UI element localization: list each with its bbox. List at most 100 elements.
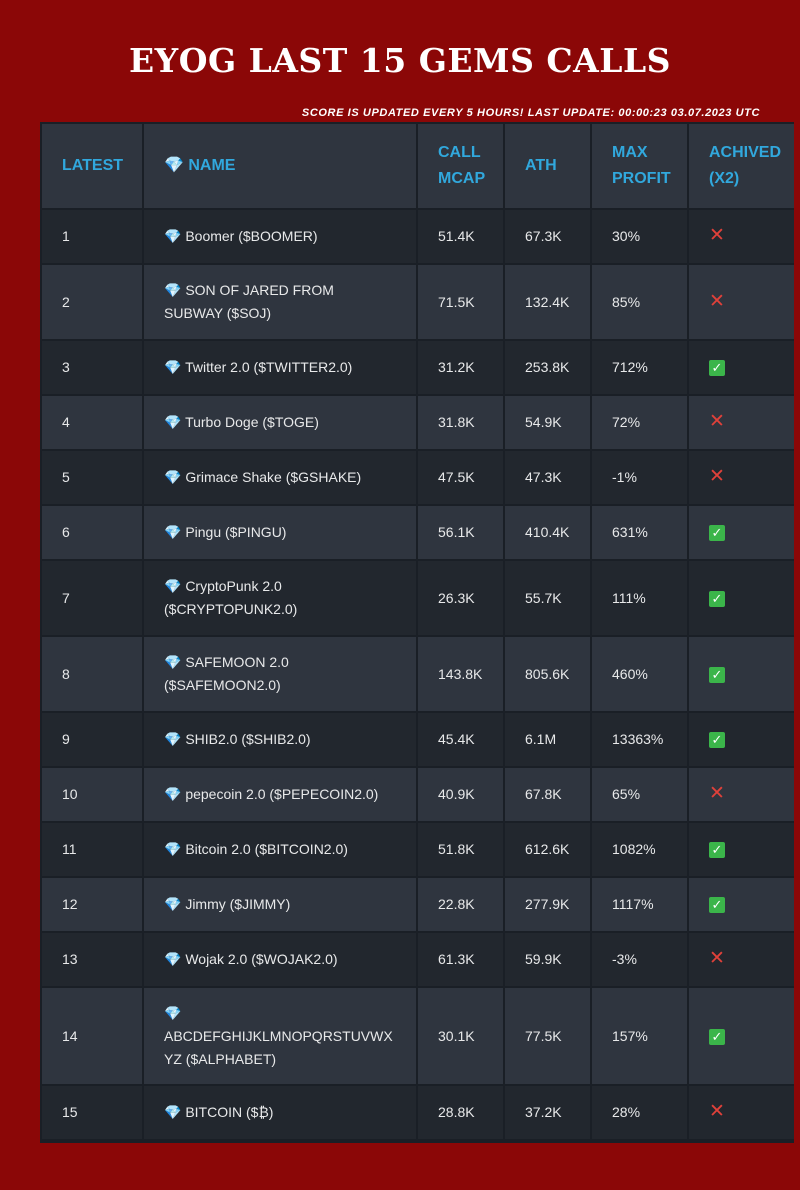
header-latest: LATEST	[42, 124, 142, 208]
cell-ath: 132.4K	[505, 265, 590, 339]
cell-max-profit: 631%	[592, 506, 687, 559]
cell-max-profit: 13363%	[592, 713, 687, 766]
cell-call-mcap: 31.2K	[418, 341, 503, 394]
cell-latest: 7	[42, 561, 142, 635]
table-row: 9 💎 SHIB2.0 ($SHIB2.0) 45.4K 6.1M 13363% ✓	[42, 713, 794, 766]
cell-max-profit: 157%	[592, 988, 687, 1084]
cell-achived: ✓	[689, 988, 794, 1084]
cell-name: 💎 Bitcoin 2.0 ($BITCOIN2.0)	[144, 823, 416, 876]
cell-call-mcap: 143.8K	[418, 637, 503, 711]
cell-ath: 253.8K	[505, 341, 590, 394]
cell-call-mcap: 28.8K	[418, 1086, 503, 1139]
header-name: 💎 NAME	[144, 124, 416, 208]
table-row: 8 💎 SAFEMOON 2.0 ($SAFEMOON2.0) 143.8K 805.…	[42, 637, 794, 711]
cell-call-mcap: 47.5K	[418, 451, 503, 504]
cell-call-mcap: 26.3K	[418, 561, 503, 635]
check-mark-icon: ✓	[709, 525, 725, 541]
cell-ath: 59.9K	[505, 933, 590, 986]
cell-achived: ✓	[689, 823, 794, 876]
table-row: 3 💎 Twitter 2.0 ($TWITTER2.0) 31.2K 253.8K 7…	[42, 341, 794, 394]
cell-name: 💎 pepecoin 2.0 ($PEPECOIN2.0)	[144, 768, 416, 821]
page-title: EYOG LAST 15 GEMS CALLS	[128, 41, 671, 80]
table-row: 2 💎 SON OF JARED FROM SUBWAY ($SOJ) 71.5K 1…	[42, 265, 794, 339]
cell-ath: 54.9K	[505, 396, 590, 449]
cell-max-profit: 30%	[592, 210, 687, 263]
cell-max-profit: 65%	[592, 768, 687, 821]
cell-achived: ✕	[689, 210, 794, 263]
check-mark-icon: ✓	[709, 1028, 725, 1045]
cell-call-mcap: 40.9K	[418, 768, 503, 821]
cell-latest: 6	[42, 506, 142, 559]
check-mark-icon: ✓	[709, 590, 725, 607]
table-row: 11 💎 Bitcoin 2.0 ($BITCOIN2.0) 51.8K 612.6K…	[42, 823, 794, 876]
cell-ath: 67.3K	[505, 210, 590, 263]
gems-table: LATEST 💎 NAME CALL MCAP ATH MAX PROFIT A…	[40, 122, 796, 1141]
table-body: 1 💎 Boomer ($BOOMER) 51.4K 67.3K 30% ✕ 2 💎 SON …	[42, 210, 794, 1139]
cell-ath: 410.4K	[505, 506, 590, 559]
cell-latest: 1	[42, 210, 142, 263]
cell-achived: ✓	[689, 561, 794, 635]
cell-name: 💎 CryptoPunk 2.0 ($CRYPTOPUNK2.0)	[144, 561, 416, 635]
cross-mark-icon: ✕	[709, 225, 725, 246]
table-row: 14 💎 ABCDEFGHIJKLMNOPQRSTUVWXYZ ($ALPHABE…	[42, 988, 794, 1084]
table-row: 5 💎 Grimace Shake ($GSHAKE) 47.5K 47.3K -1% ✕	[42, 451, 794, 504]
cell-latest: 8	[42, 637, 142, 711]
cross-mark-icon: ✕	[709, 466, 725, 487]
cell-max-profit: 1117%	[592, 878, 687, 931]
cell-name: 💎 Turbo Doge ($TOGE)	[144, 396, 416, 449]
cell-max-profit: 72%	[592, 396, 687, 449]
table-row: 4 💎 Turbo Doge ($TOGE) 31.8K 54.9K 72% ✕	[42, 396, 794, 449]
cell-achived: ✕	[689, 768, 794, 821]
cell-ath: 77.5K	[505, 988, 590, 1084]
cell-achived: ✕	[689, 265, 794, 339]
cell-achived: ✓	[689, 506, 794, 559]
update-notice: SCORE IS UPDATED EVERY 5 HOURS! LAST UPD…	[301, 107, 760, 119]
cell-latest: 3	[42, 341, 142, 394]
table-row: 12 💎 Jimmy ($JIMMY) 22.8K 277.9K 1117% ✓	[42, 878, 794, 931]
cell-call-mcap: 71.5K	[418, 265, 503, 339]
check-mark-icon: ✓	[709, 842, 725, 858]
cross-mark-icon: ✕	[709, 290, 725, 312]
table-row: 10 💎 pepecoin 2.0 ($PEPECOIN2.0) 40.9K 67.8…	[42, 768, 794, 821]
header-max-profit: MAX PROFIT	[592, 124, 687, 208]
cell-call-mcap: 45.4K	[418, 713, 503, 766]
cell-latest: 12	[42, 878, 142, 931]
cell-max-profit: 712%	[592, 341, 687, 394]
cross-mark-icon: ✕	[709, 411, 725, 432]
cell-call-mcap: 22.8K	[418, 878, 503, 931]
cell-call-mcap: 51.4K	[418, 210, 503, 263]
cell-call-mcap: 51.8K	[418, 823, 503, 876]
table-row: 1 💎 Boomer ($BOOMER) 51.4K 67.3K 30% ✕	[42, 210, 794, 263]
cell-achived: ✕	[689, 396, 794, 449]
cell-max-profit: 28%	[592, 1086, 687, 1139]
cell-ath: 37.2K	[505, 1086, 590, 1139]
cell-name: 💎 SHIB2.0 ($SHIB2.0)	[144, 713, 416, 766]
table-row: 6 💎 Pingu ($PINGU) 56.1K 410.4K 631% ✓	[42, 506, 794, 559]
header-ath: ATH	[505, 124, 590, 208]
check-mark-icon: ✓	[709, 360, 725, 376]
cell-ath: 55.7K	[505, 561, 590, 635]
cell-call-mcap: 56.1K	[418, 506, 503, 559]
cell-ath: 805.6K	[505, 637, 590, 711]
cell-latest: 5	[42, 451, 142, 504]
cell-name: 💎 SON OF JARED FROM SUBWAY ($SOJ)	[144, 265, 416, 339]
cell-name: 💎 Wojak 2.0 ($WOJAK2.0)	[144, 933, 416, 986]
cell-latest: 15	[42, 1086, 142, 1139]
cross-mark-icon: ✕	[709, 948, 725, 969]
cell-latest: 11	[42, 823, 142, 876]
cell-max-profit: -3%	[592, 933, 687, 986]
cell-latest: 9	[42, 713, 142, 766]
cell-name: 💎 Twitter 2.0 ($TWITTER2.0)	[144, 341, 416, 394]
cell-latest: 10	[42, 768, 142, 821]
cell-call-mcap: 30.1K	[418, 988, 503, 1084]
table-row: 7 💎 CryptoPunk 2.0 ($CRYPTOPUNK2.0) 26.3K 5…	[42, 561, 794, 635]
cell-name: 💎 Grimace Shake ($GSHAKE)	[144, 451, 416, 504]
cell-achived: ✕	[689, 1086, 794, 1139]
check-mark-icon: ✓	[709, 666, 725, 683]
cell-name: 💎 ABCDEFGHIJKLMNOPQRSTUVWXYZ ($ALPHABET)	[144, 988, 416, 1084]
cell-ath: 47.3K	[505, 451, 590, 504]
cell-ath: 277.9K	[505, 878, 590, 931]
header-achived: ACHIVED (x2)	[689, 124, 794, 208]
gems-table-container: LATEST 💎 NAME CALL MCAP ATH MAX PROFIT A…	[40, 122, 794, 1143]
cell-achived: ✓	[689, 878, 794, 931]
